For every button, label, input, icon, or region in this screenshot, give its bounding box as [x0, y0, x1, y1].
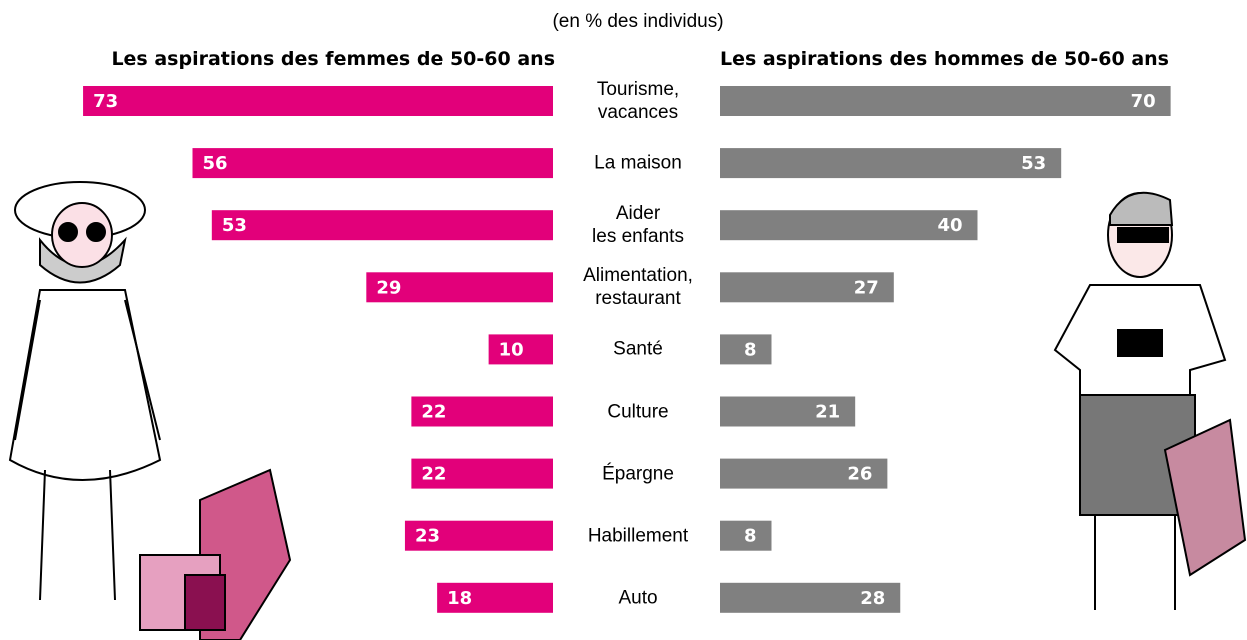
woman-illustration — [8, 181, 162, 601]
category-label: Santé — [613, 338, 663, 360]
value-label: 8 — [744, 339, 757, 360]
bar — [720, 334, 772, 365]
category-label: Aider les enfants — [592, 203, 684, 248]
value-label: 40 — [937, 215, 962, 236]
value-label: 27 — [854, 277, 879, 298]
value-label: 10 — [499, 339, 524, 360]
bar — [720, 520, 772, 551]
bar — [488, 334, 553, 365]
value-label: 53 — [1021, 153, 1046, 174]
subtitle: (en % des individus) — [552, 11, 723, 32]
bar — [720, 582, 901, 613]
category-label: Épargne — [602, 463, 674, 485]
bar — [720, 458, 888, 489]
bar — [437, 582, 553, 613]
bar — [192, 148, 553, 179]
bar — [366, 272, 553, 303]
value-label: 18 — [447, 588, 472, 609]
man-illustration — [1053, 191, 1247, 610]
category-label: Habillement — [587, 525, 689, 547]
suitcases-illustration — [139, 468, 292, 640]
value-label: 22 — [421, 402, 446, 423]
left-title: Les aspirations des femmes de 50-60 ans — [111, 48, 555, 70]
bar — [720, 210, 978, 241]
value-label: 29 — [376, 277, 401, 298]
value-label: 8 — [744, 526, 757, 547]
value-label: 21 — [815, 402, 840, 423]
value-label: 56 — [203, 153, 228, 174]
value-label: 23 — [415, 526, 440, 547]
category-label: La maison — [594, 152, 682, 174]
value-label: 53 — [222, 215, 247, 236]
category-label: Tourisme, vacances — [596, 79, 680, 123]
value-label: 26 — [847, 464, 872, 485]
value-label: 70 — [1131, 91, 1156, 112]
bar — [720, 272, 894, 303]
right-title: Les aspirations des hommes de 50-60 ans — [720, 48, 1169, 70]
value-label: 22 — [421, 464, 446, 485]
bar — [211, 210, 553, 241]
bar — [404, 520, 553, 551]
category-label: Culture — [607, 401, 669, 422]
category-label: Alimentation, restaurant — [583, 265, 693, 310]
bar — [720, 396, 856, 427]
category-label: Auto — [618, 587, 658, 609]
value-label: 73 — [93, 91, 118, 112]
bar — [411, 396, 553, 427]
bar — [720, 148, 1062, 179]
bar — [720, 86, 1171, 116]
bar — [83, 86, 553, 116]
bar — [411, 458, 553, 489]
value-label: 28 — [860, 588, 885, 609]
